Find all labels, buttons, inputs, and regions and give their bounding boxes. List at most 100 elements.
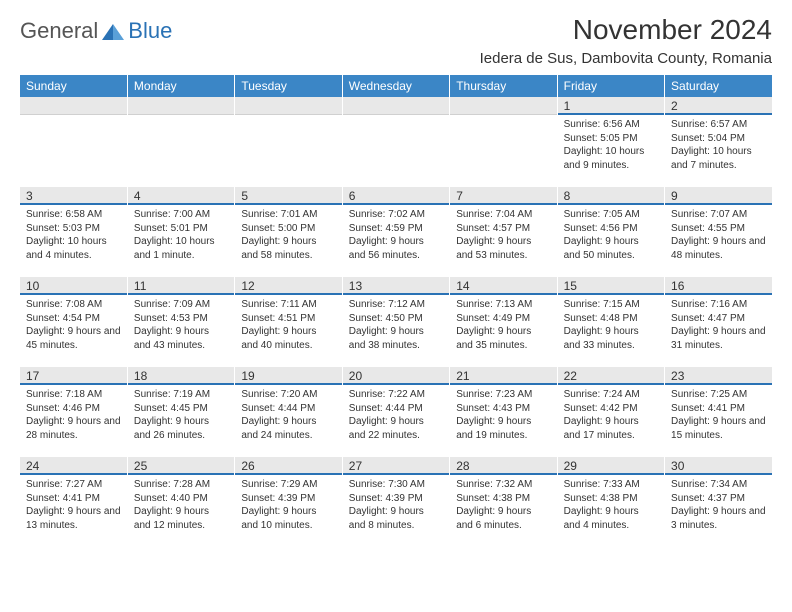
sunset-text: Sunset: 4:46 PM [26,402,121,416]
daylight-text: Daylight: 9 hours and 26 minutes. [134,415,228,442]
sunrise-text: Sunrise: 7:02 AM [349,208,443,222]
sunset-text: Sunset: 5:03 PM [26,222,121,236]
blank-day-bar [20,97,127,115]
blank-day-bar [450,97,556,115]
sunset-text: Sunset: 4:56 PM [564,222,658,236]
day-details: Sunrise: 7:28 AMSunset: 4:40 PMDaylight:… [128,475,234,535]
day-number: 8 [558,187,664,205]
daylight-text: Daylight: 9 hours and 45 minutes. [26,325,121,352]
sunset-text: Sunset: 5:00 PM [241,222,335,236]
sunrise-text: Sunrise: 6:56 AM [564,118,658,132]
day-number: 12 [235,277,341,295]
day-number: 29 [558,457,664,475]
sunrise-text: Sunrise: 7:13 AM [456,298,550,312]
weekday-header: Saturday [665,75,772,97]
sunset-text: Sunset: 4:41 PM [671,402,766,416]
sunset-text: Sunset: 4:45 PM [134,402,228,416]
daylight-text: Daylight: 9 hours and 31 minutes. [671,325,766,352]
day-details: Sunrise: 6:57 AMSunset: 5:04 PMDaylight:… [665,115,772,175]
calendar-week-row: 24Sunrise: 7:27 AMSunset: 4:41 PMDayligh… [20,457,772,547]
calendar-cell: 13Sunrise: 7:12 AMSunset: 4:50 PMDayligh… [342,277,449,367]
sunset-text: Sunset: 4:57 PM [456,222,550,236]
daylight-text: Daylight: 9 hours and 50 minutes. [564,235,658,262]
sunrise-text: Sunrise: 7:20 AM [241,388,335,402]
day-details: Sunrise: 7:34 AMSunset: 4:37 PMDaylight:… [665,475,772,535]
day-number: 7 [450,187,556,205]
calendar-table: Sunday Monday Tuesday Wednesday Thursday… [20,75,772,547]
sunset-text: Sunset: 4:55 PM [671,222,766,236]
day-number: 25 [128,457,234,475]
calendar-cell: 14Sunrise: 7:13 AMSunset: 4:49 PMDayligh… [450,277,557,367]
sunrise-text: Sunrise: 7:15 AM [564,298,658,312]
day-number: 13 [343,277,449,295]
logo: General Blue [20,14,172,44]
daylight-text: Daylight: 9 hours and 24 minutes. [241,415,335,442]
sunrise-text: Sunrise: 7:07 AM [671,208,766,222]
month-title: November 2024 [480,14,772,46]
day-number: 22 [558,367,664,385]
weekday-header: Friday [557,75,664,97]
sunset-text: Sunset: 4:44 PM [241,402,335,416]
sunset-text: Sunset: 4:59 PM [349,222,443,236]
day-details: Sunrise: 6:58 AMSunset: 5:03 PMDaylight:… [20,205,127,265]
sunrise-text: Sunrise: 7:27 AM [26,478,121,492]
title-block: November 2024 Iedera de Sus, Dambovita C… [480,14,772,67]
sunset-text: Sunset: 5:05 PM [564,132,658,146]
day-details: Sunrise: 7:05 AMSunset: 4:56 PMDaylight:… [558,205,664,265]
sunset-text: Sunset: 4:40 PM [134,492,228,506]
calendar-cell: 25Sunrise: 7:28 AMSunset: 4:40 PMDayligh… [127,457,234,547]
logo-blue: Blue [128,18,172,44]
sunset-text: Sunset: 4:39 PM [349,492,443,506]
calendar-cell: 8Sunrise: 7:05 AMSunset: 4:56 PMDaylight… [557,187,664,277]
sunset-text: Sunset: 4:53 PM [134,312,228,326]
day-details: Sunrise: 7:15 AMSunset: 4:48 PMDaylight:… [558,295,664,355]
daylight-text: Daylight: 9 hours and 48 minutes. [671,235,766,262]
daylight-text: Daylight: 10 hours and 9 minutes. [564,145,658,172]
sunset-text: Sunset: 4:51 PM [241,312,335,326]
calendar-cell: 22Sunrise: 7:24 AMSunset: 4:42 PMDayligh… [557,367,664,457]
daylight-text: Daylight: 9 hours and 17 minutes. [564,415,658,442]
day-number: 27 [343,457,449,475]
day-number: 9 [665,187,772,205]
day-details: Sunrise: 7:18 AMSunset: 4:46 PMDaylight:… [20,385,127,445]
header: General Blue November 2024 Iedera de Sus… [20,14,772,67]
day-details: Sunrise: 7:32 AMSunset: 4:38 PMDaylight:… [450,475,556,535]
blank-day-bar [235,97,341,115]
sunrise-text: Sunrise: 7:00 AM [134,208,228,222]
calendar-cell [235,97,342,187]
location: Iedera de Sus, Dambovita County, Romania [480,50,772,67]
logo-triangle-icon [102,22,124,40]
calendar-cell: 17Sunrise: 7:18 AMSunset: 4:46 PMDayligh… [20,367,127,457]
sunset-text: Sunset: 4:47 PM [671,312,766,326]
daylight-text: Daylight: 9 hours and 43 minutes. [134,325,228,352]
daylight-text: Daylight: 9 hours and 4 minutes. [564,505,658,532]
calendar-cell: 12Sunrise: 7:11 AMSunset: 4:51 PMDayligh… [235,277,342,367]
calendar-cell: 1Sunrise: 6:56 AMSunset: 5:05 PMDaylight… [557,97,664,187]
calendar-cell: 15Sunrise: 7:15 AMSunset: 4:48 PMDayligh… [557,277,664,367]
day-details: Sunrise: 7:29 AMSunset: 4:39 PMDaylight:… [235,475,341,535]
day-number: 18 [128,367,234,385]
day-details: Sunrise: 7:30 AMSunset: 4:39 PMDaylight:… [343,475,449,535]
daylight-text: Daylight: 10 hours and 7 minutes. [671,145,766,172]
day-details: Sunrise: 7:08 AMSunset: 4:54 PMDaylight:… [20,295,127,355]
day-number: 10 [20,277,127,295]
day-number: 17 [20,367,127,385]
daylight-text: Daylight: 9 hours and 6 minutes. [456,505,550,532]
daylight-text: Daylight: 9 hours and 56 minutes. [349,235,443,262]
daylight-text: Daylight: 9 hours and 33 minutes. [564,325,658,352]
sunrise-text: Sunrise: 7:12 AM [349,298,443,312]
daylight-text: Daylight: 9 hours and 40 minutes. [241,325,335,352]
calendar-cell [450,97,557,187]
sunrise-text: Sunrise: 7:19 AM [134,388,228,402]
sunrise-text: Sunrise: 7:18 AM [26,388,121,402]
daylight-text: Daylight: 9 hours and 38 minutes. [349,325,443,352]
calendar-cell: 29Sunrise: 7:33 AMSunset: 4:38 PMDayligh… [557,457,664,547]
day-number: 14 [450,277,556,295]
calendar-cell: 27Sunrise: 7:30 AMSunset: 4:39 PMDayligh… [342,457,449,547]
calendar-cell: 3Sunrise: 6:58 AMSunset: 5:03 PMDaylight… [20,187,127,277]
day-number: 2 [665,97,772,115]
calendar-cell: 6Sunrise: 7:02 AMSunset: 4:59 PMDaylight… [342,187,449,277]
calendar-week-row: 3Sunrise: 6:58 AMSunset: 5:03 PMDaylight… [20,187,772,277]
sunset-text: Sunset: 4:37 PM [671,492,766,506]
calendar-week-row: 17Sunrise: 7:18 AMSunset: 4:46 PMDayligh… [20,367,772,457]
